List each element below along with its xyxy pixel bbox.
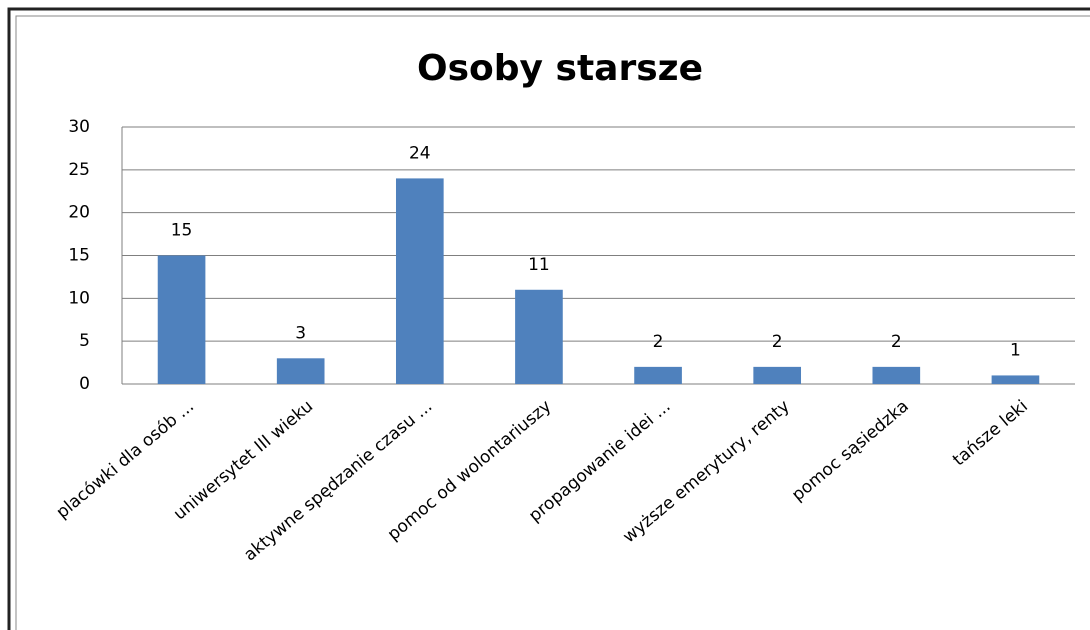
data-label: 11	[528, 255, 550, 275]
y-tick-label: 15	[68, 246, 90, 266]
data-label: 24	[409, 143, 431, 163]
bar	[991, 375, 1040, 384]
data-label: 2	[772, 332, 783, 352]
data-label: 1	[1010, 340, 1021, 360]
bar	[872, 366, 921, 384]
bar	[515, 289, 563, 384]
bar	[395, 178, 444, 384]
bar	[157, 255, 206, 384]
y-tick-label: 30	[68, 117, 90, 137]
bar	[634, 366, 682, 384]
y-tick-label: 5	[79, 331, 90, 351]
data-label: 2	[653, 332, 664, 352]
y-tick-label: 25	[68, 160, 90, 180]
y-tick-label: 10	[68, 288, 90, 308]
data-label: 15	[171, 221, 193, 241]
data-label: 3	[295, 323, 306, 343]
frame	[7, 7, 1090, 630]
bar	[753, 366, 802, 384]
inner-frame	[15, 15, 1090, 630]
data-label: 2	[891, 332, 902, 352]
y-tick-label: 0	[79, 374, 90, 394]
y-tick-label: 20	[68, 203, 90, 223]
chart-title: Osoby starsze	[417, 48, 703, 89]
bar	[276, 358, 325, 384]
